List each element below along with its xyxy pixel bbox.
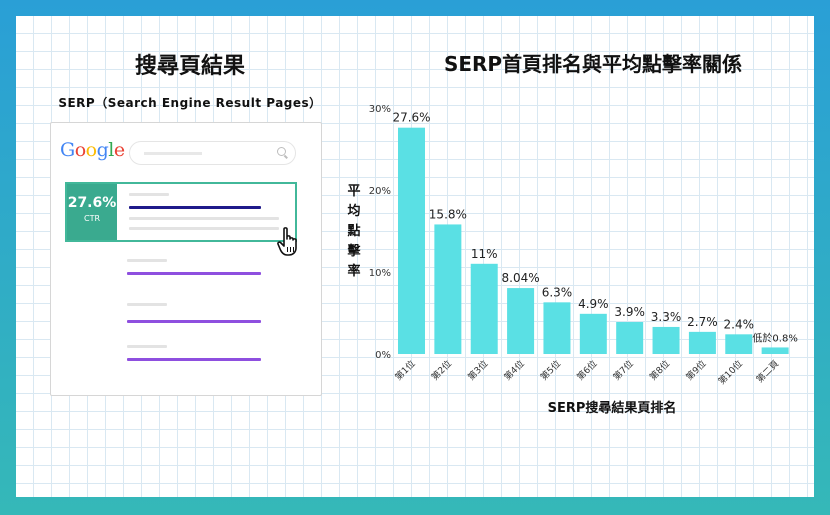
bar: [579, 313, 607, 354]
bar: [543, 302, 571, 354]
chart-title: SERP首頁排名與平均點擊率關係: [443, 52, 743, 76]
x-tick-label: 第10位: [716, 358, 745, 387]
result-title-line: [127, 320, 261, 323]
bar-value-label: 27.6%: [392, 111, 430, 125]
bar-value-label: 4.9%: [578, 297, 609, 311]
x-tick-label: 第二頁: [754, 358, 782, 386]
hand-cursor-icon: [277, 227, 297, 256]
bar: [616, 322, 644, 354]
google-logo-letter: g: [96, 139, 109, 161]
x-tick-label: 第9位: [683, 358, 708, 383]
bar: [761, 347, 789, 354]
bar-value-label: 6.3%: [542, 285, 573, 299]
y-tick-label: 30%: [369, 104, 391, 115]
x-tick-label: 第4位: [501, 358, 526, 383]
bar: [398, 127, 425, 355]
serp-illustration: Google 27.6% CTR: [50, 122, 322, 396]
x-tick-label: 第8位: [647, 358, 672, 383]
bar: [725, 334, 753, 354]
x-tick-label: 第2位: [429, 358, 454, 383]
google-logo-letter: o: [85, 139, 97, 161]
bar: [688, 331, 716, 354]
bar-value-label: 3.9%: [614, 305, 645, 319]
x-tick-label: 第7位: [611, 358, 636, 383]
bar-value-label: 3.3%: [651, 310, 682, 324]
google-logo-letter: G: [60, 139, 75, 161]
bar: [434, 224, 462, 354]
left-panel-title: 搜尋頁結果: [134, 54, 245, 79]
google-logo-letter: o: [74, 139, 86, 161]
result-meta-line: [127, 259, 167, 262]
x-tick-label: 第5位: [538, 358, 563, 383]
x-tick-label: 第1位: [392, 358, 417, 383]
search-placeholder-line: [144, 152, 202, 155]
y-tick-label: 0%: [375, 350, 391, 361]
result-title-line: [127, 358, 261, 361]
ctr-label: CTR: [83, 214, 101, 223]
bar-value-label: 2.7%: [687, 315, 718, 329]
result-meta-line: [127, 303, 167, 306]
bar: [507, 288, 535, 354]
google-logo-letter: e: [113, 139, 125, 161]
result-title-line: [129, 206, 261, 209]
result-snippet-line: [129, 227, 279, 230]
bar-value-label: 8.04%: [502, 271, 540, 285]
left-panel-subtitle: SERP（Search Engine Result Pages）: [58, 96, 322, 110]
bar-value-label: 15.8%: [429, 207, 467, 221]
ctr-value: 27.6%: [67, 195, 117, 211]
bar: [470, 263, 498, 354]
x-tick-label: 第6位: [574, 358, 599, 383]
result-snippet-line: [129, 217, 279, 220]
x-axis-label: SERP搜尋結果頁排名: [548, 400, 677, 416]
bar: [652, 326, 680, 354]
bar-value-label: 低於0.8%: [752, 331, 797, 344]
search-bar-illustration: [129, 141, 296, 165]
top-result-highlight: 27.6% CTR: [65, 182, 297, 242]
bar-value-label: 11%: [471, 247, 498, 261]
ctr-badge: 27.6% CTR: [67, 184, 117, 240]
google-logo-letter: l: [108, 139, 114, 161]
result-meta-line: [129, 193, 169, 196]
result-meta-line: [127, 345, 167, 348]
search-icon: [277, 147, 286, 156]
y-tick-label: 10%: [369, 268, 391, 279]
result-title-line: [127, 272, 261, 275]
bar-value-label: 2.4%: [724, 317, 755, 331]
y-axis-label: 平均點擊率: [347, 184, 361, 279]
x-tick-label: 第3位: [465, 358, 490, 383]
google-logo: Google: [60, 139, 125, 161]
y-tick-label: 20%: [369, 186, 391, 197]
